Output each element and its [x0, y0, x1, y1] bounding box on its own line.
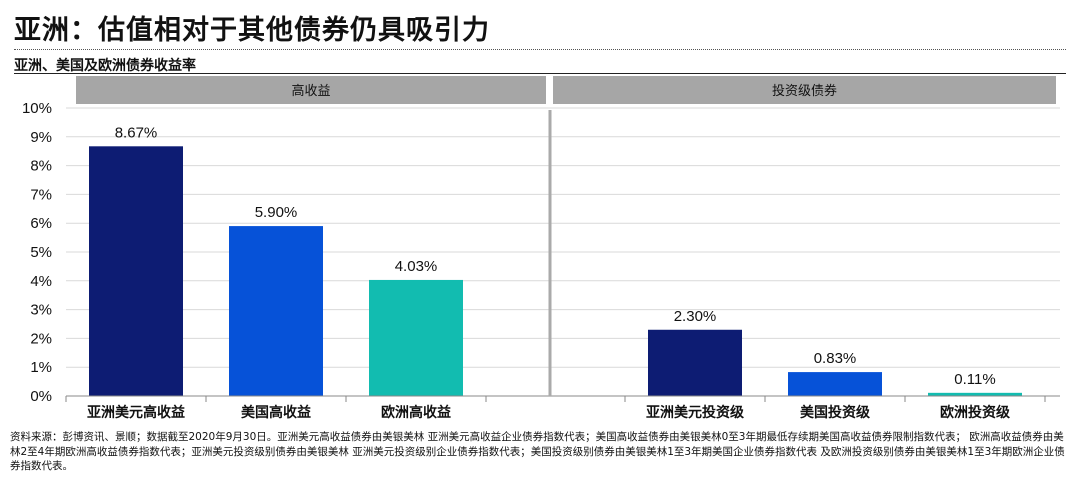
bar	[229, 226, 323, 396]
category-label: 欧洲高收益	[381, 404, 451, 420]
y-tick-label: 7%	[30, 186, 52, 203]
data-label: 0.11%	[954, 371, 995, 388]
bar	[788, 372, 882, 396]
data-label: 2.30%	[674, 308, 717, 325]
y-tick-label: 2%	[30, 330, 52, 347]
y-tick-label: 1%	[30, 359, 52, 376]
bar	[369, 279, 463, 396]
y-tick-label: 6%	[30, 215, 52, 232]
title-divider	[14, 49, 1066, 50]
data-label: 8.67%	[115, 124, 158, 141]
data-label: 5.90%	[255, 204, 298, 221]
y-tick-label: 8%	[30, 158, 52, 175]
source-footnote: 资料来源：彭博资讯、景顺；数据截至2020年9月30日。亚洲美元高收益债券由美银…	[10, 431, 1065, 472]
data-label: 0.83%	[814, 350, 857, 367]
y-tick-label: 4%	[30, 273, 52, 290]
panel-header-label: 投资级债券	[772, 83, 837, 98]
category-label: 亚洲美元高收益	[87, 404, 185, 420]
bar-chart: 高收益 投资级债券 8.67% 亚洲美元高收益 5.90% 美国高收益 4.03% 欧洲高收…	[22, 76, 1060, 420]
chart-subtitle: 亚洲、美国及欧洲债券收益率	[14, 58, 196, 74]
y-tick-label: 3%	[30, 302, 52, 319]
category-label: 亚洲美元投资级	[646, 404, 745, 420]
bar	[89, 146, 183, 396]
category-label: 美国高收益	[241, 404, 311, 420]
bar	[648, 329, 742, 396]
data-label: 4.03%	[395, 258, 438, 275]
y-tick-label: 5%	[30, 244, 52, 261]
page-title: 亚洲：估值相对于其他债券仍具吸引力	[14, 15, 490, 46]
subtitle-divider	[14, 73, 1066, 74]
y-tick-label: 9%	[30, 129, 52, 146]
category-label: 美国投资级	[800, 404, 871, 420]
bar	[928, 392, 1022, 396]
category-label: 欧洲投资级	[940, 404, 1011, 420]
y-tick-label: 0%	[30, 388, 52, 405]
panel-header-bg	[76, 76, 546, 104]
y-tick-label: 10%	[22, 100, 52, 117]
panel-header-bg	[553, 76, 1056, 104]
panel-header-label: 高收益	[291, 83, 330, 98]
